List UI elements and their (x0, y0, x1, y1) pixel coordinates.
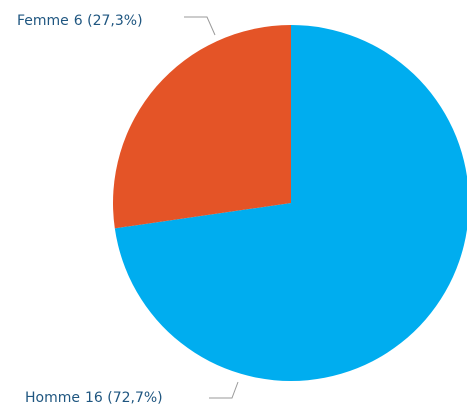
leader-line (184, 16, 216, 36)
slice-label-value: 6 (27,3%) (74, 13, 143, 29)
slice-label-name: Femme (17, 13, 69, 29)
leader-line (209, 381, 239, 399)
pie-slice (112, 25, 291, 229)
slice-label: Femme 6 (27,3%) (17, 13, 143, 29)
slice-label: Homme 16 (72,7%) (25, 390, 163, 406)
slice-label-value: 16 (72,7%) (85, 390, 163, 406)
slice-label-name: Homme (25, 390, 80, 406)
pie-slice (114, 25, 467, 381)
